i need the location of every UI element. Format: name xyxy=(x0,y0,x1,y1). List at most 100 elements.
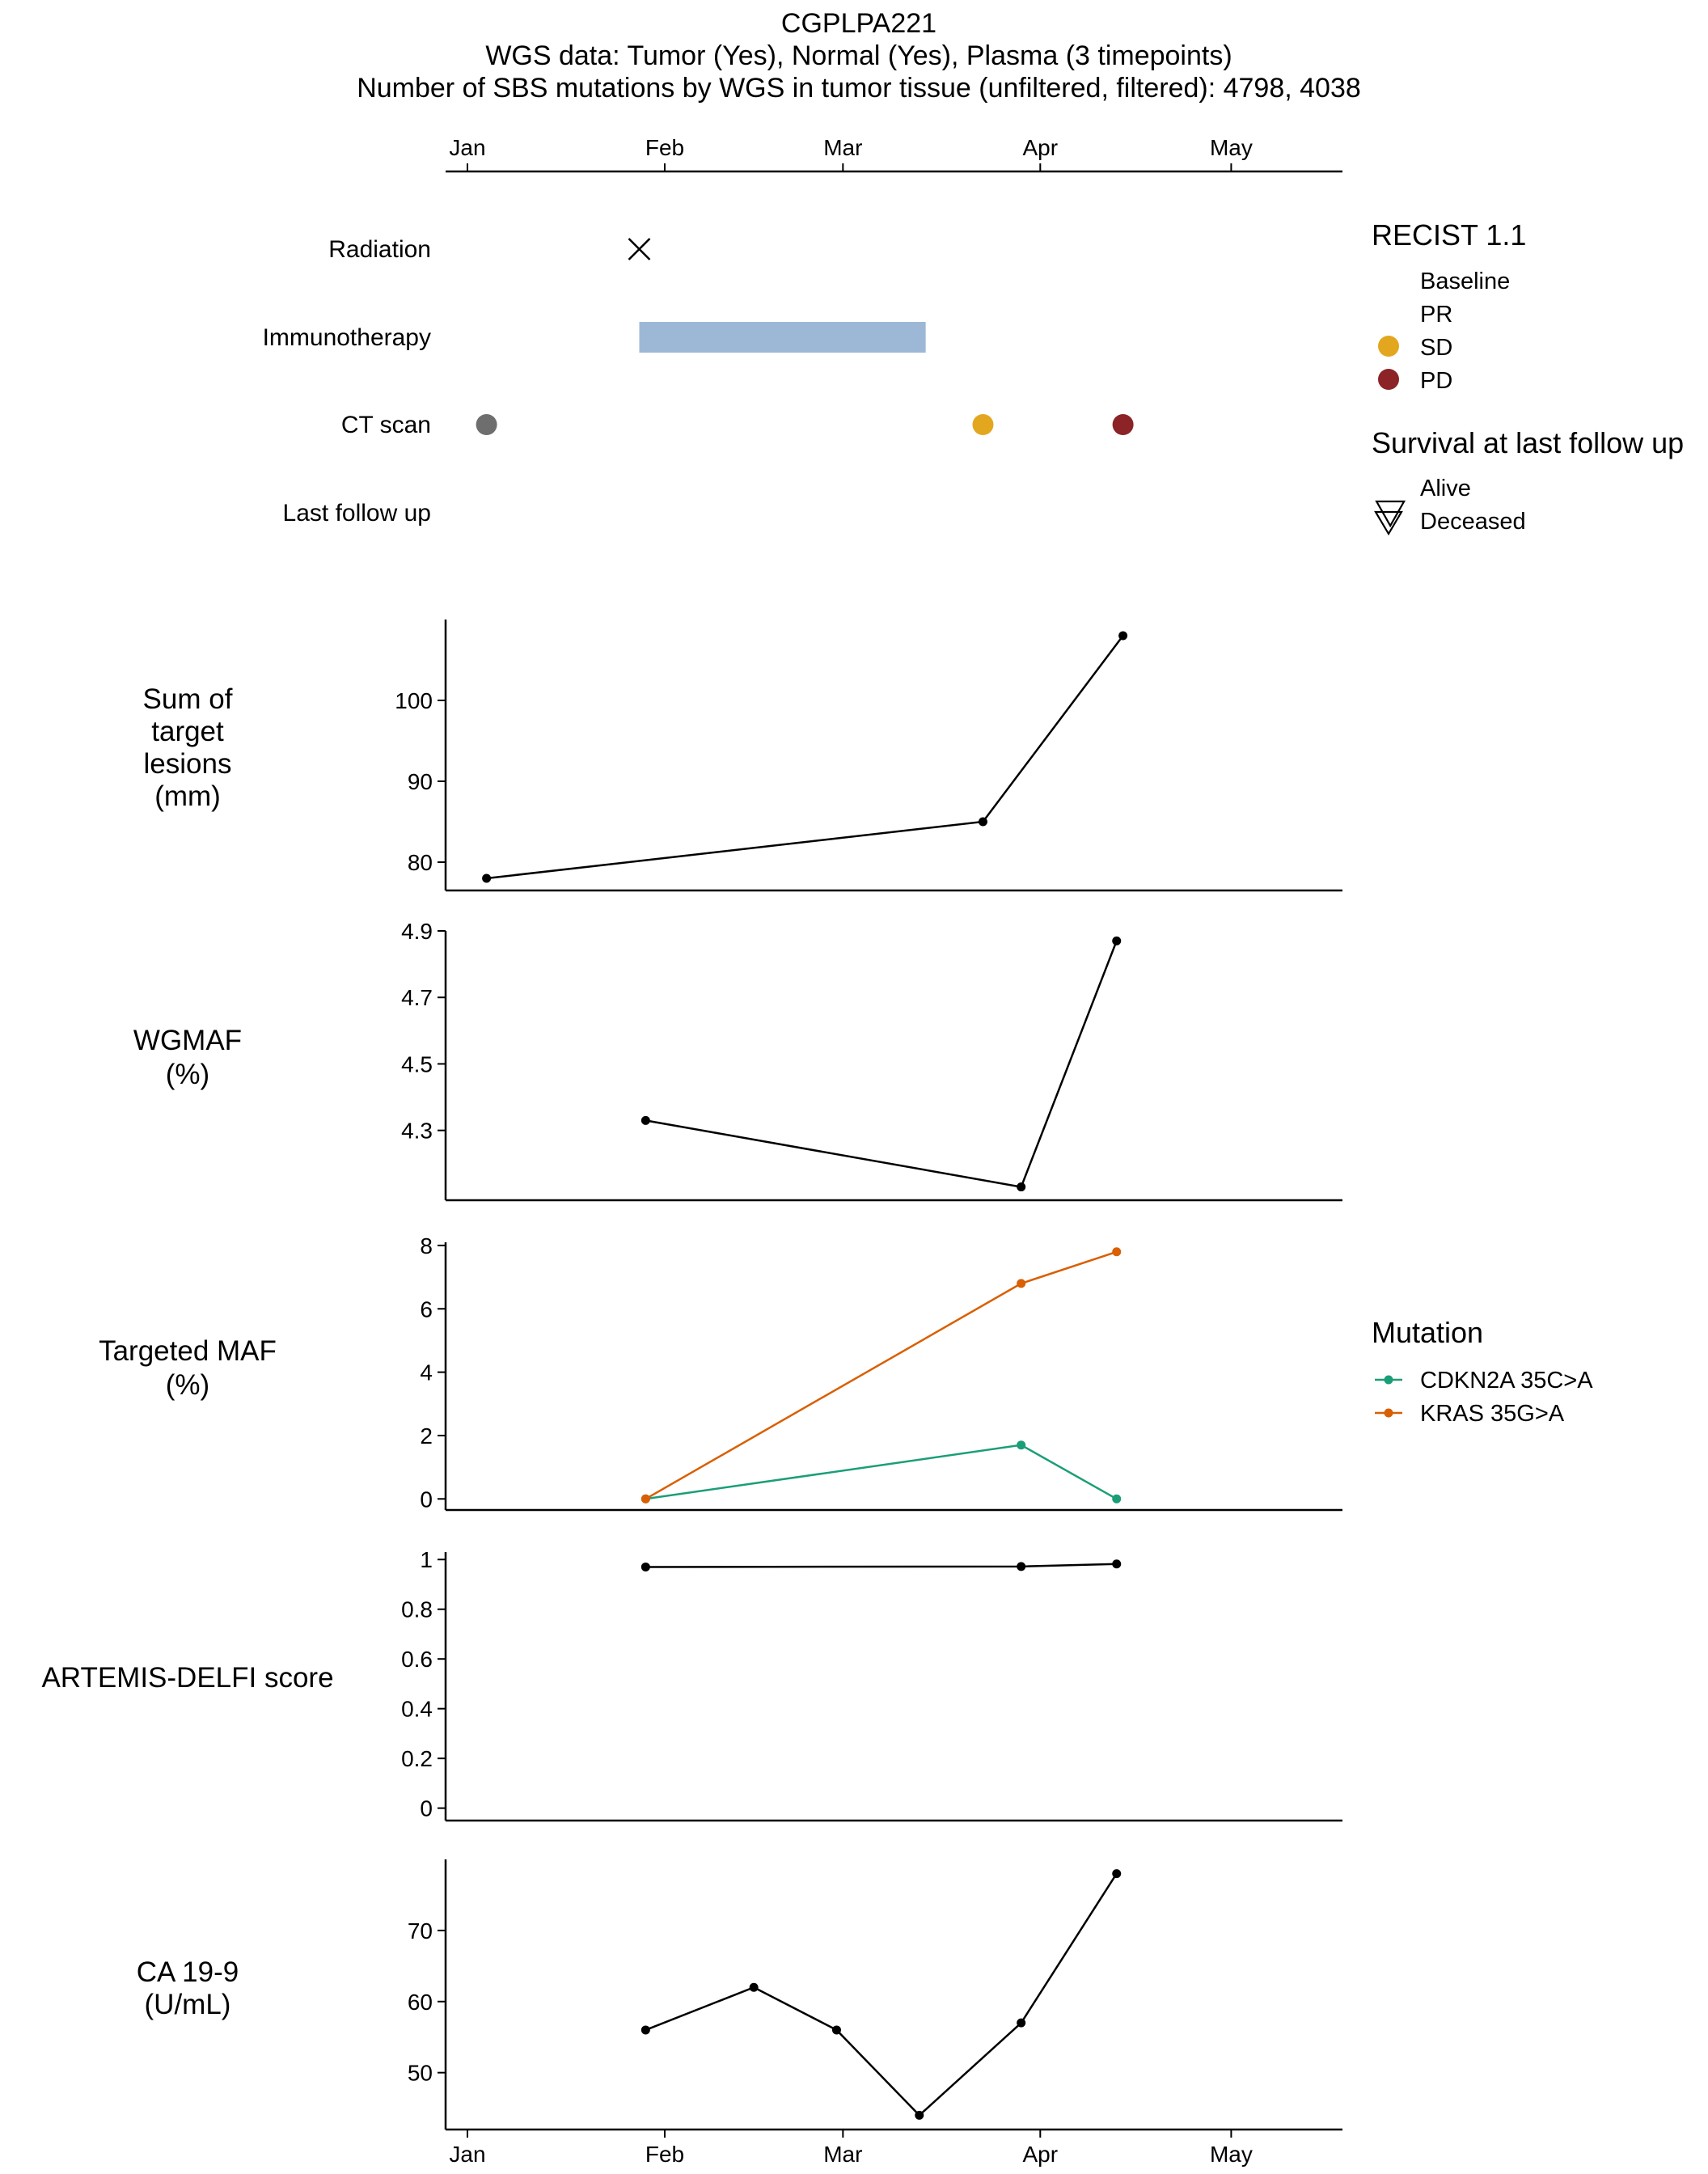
panel-1-y-axis-label-line-1: Sum of xyxy=(143,683,233,715)
panel-5-series-1-point-1 xyxy=(640,2025,650,2035)
panel-1-y-axis-label-line-4: (mm) xyxy=(154,780,221,812)
panel-3-y-tick-label-8: 8 xyxy=(420,1233,433,1258)
ct-scan-point-sd xyxy=(972,414,994,435)
panel-4-y-tick-label-0: 0 xyxy=(420,1796,433,1821)
panel-3-y-tick-label-0: 0 xyxy=(420,1487,433,1512)
recist-legend-key-pd xyxy=(1378,369,1399,390)
survival-legend-label-alive: Alive xyxy=(1420,476,1471,501)
ct-scan-point-pd xyxy=(1112,414,1134,435)
mutation-legend-label-cdkn2a-35c-a: CDKN2A 35C>A xyxy=(1420,1368,1593,1394)
recist-legend-label-pd: PD xyxy=(1420,368,1452,394)
panel-3-kras-35g-a-line xyxy=(645,1250,1118,1500)
bottom-x-tick-label-feb: Feb xyxy=(645,2142,684,2167)
panel-4-y-axis-label-line-1: ARTEMIS-DELFI score xyxy=(41,1662,333,1694)
figure-title-line-2: WGS data: Tumor (Yes), Normal (Yes), Pla… xyxy=(485,40,1232,71)
survival-legend: Survival at last follow up Alive Deceased xyxy=(1372,426,1684,536)
panel-3-kras-35g-a-point-3 xyxy=(1112,1247,1122,1257)
panel-5-y-tick-label-50: 50 xyxy=(408,2061,433,2086)
panel-5-series-1-point-4 xyxy=(915,2110,924,2120)
panel-5-y-tick-label-70: 70 xyxy=(408,1918,433,1943)
last-follow-up-marker xyxy=(1375,500,1406,528)
mutation-legend-title: Mutation xyxy=(1372,1316,1483,1349)
immunotherapy-bar xyxy=(639,322,926,353)
panel-4-y-tick-label-0-4: 0.4 xyxy=(401,1697,433,1722)
recist-legend-label-sd: SD xyxy=(1420,335,1452,361)
figure-title: CGPLPA221 WGS data: Tumor (Yes), Normal … xyxy=(357,8,1361,104)
panel-3-kras-35g-a-point-2 xyxy=(1017,1279,1026,1288)
mutation-legend-key-point-cdkn2a-35c-a xyxy=(1384,1375,1393,1385)
bottom-x-tick-label-may: May xyxy=(1210,2142,1253,2167)
panel-3-cdkn2a-35c-a-point-3 xyxy=(1112,1494,1122,1504)
panel-2-series-1-line xyxy=(645,940,1118,1188)
mutation-legend: Mutation CDKN2A 35C>A KRAS 35G>A xyxy=(1372,1316,1593,1427)
panel-5-y-axis-label-line-1: CA 19-9 xyxy=(137,1956,239,1988)
timeline-top-tick-label-mar: Mar xyxy=(823,135,862,160)
panel-5-series-1-point-5 xyxy=(1017,2018,1026,2028)
panel-1-y-tick-label-100: 100 xyxy=(395,688,433,713)
panel-4-series-1-point-3 xyxy=(1112,1559,1122,1569)
panel-5-y-tick-label-60: 60 xyxy=(408,1990,433,2015)
panel-1-y-axis-label-line-3: lesions xyxy=(144,748,232,780)
panel-2-y-tick-label-4-5: 4.5 xyxy=(401,1051,433,1076)
panel-5-series-1-line xyxy=(645,1872,1118,2117)
panel-5-series-1-point-2 xyxy=(749,1982,759,1992)
panel-3-cdkn2a-35c-a-line xyxy=(645,1444,1118,1500)
panel-4-series-1-point-2 xyxy=(1017,1562,1026,1571)
figure-title-line-1: CGPLPA221 xyxy=(781,8,936,39)
panel-4-y-tick-label-0-6: 0.6 xyxy=(401,1647,433,1672)
timeline-row-label-immunotherapy: Immunotherapy xyxy=(263,324,431,351)
panel-5-y-axis-label-line-2: (U/mL) xyxy=(145,1989,231,2020)
timeline-row-label-radiation: Radiation xyxy=(328,236,431,263)
timeline-top-tick-label-may: May xyxy=(1210,135,1253,160)
recist-legend-title: RECIST 1.1 xyxy=(1372,218,1526,252)
panel-4: 0 0.2 0.4 0.6 0.8 1 ARTEMIS-DELFI score xyxy=(41,1547,1342,1822)
bottom-x-tick-label-apr: Apr xyxy=(1023,2142,1059,2167)
panel-3-y-axis-label-line-2: (%) xyxy=(166,1369,209,1401)
panel-2-series-1-point-3 xyxy=(1112,936,1122,945)
panel-1-y-tick-label-90: 90 xyxy=(408,769,433,794)
figure-title-line-3: Number of SBS mutations by WGS in tumor … xyxy=(357,73,1361,104)
recist-legend-key-sd xyxy=(1378,336,1399,357)
panel-5-series-1-point-6 xyxy=(1112,1869,1122,1879)
mutation-legend-label-kras-35g-a: KRAS 35G>A xyxy=(1420,1401,1565,1427)
radiation-x-marker xyxy=(628,238,651,260)
panel-5-series-1-point-3 xyxy=(831,2025,841,2035)
mutation-legend-key-point-kras-35g-a xyxy=(1384,1408,1393,1418)
timeline-top-tick-label-feb: Feb xyxy=(645,135,684,160)
survival-legend-key-deceased xyxy=(1374,510,1403,536)
recist-legend-label-baseline: Baseline xyxy=(1420,269,1510,294)
panel-5: 50 60 70 CA 19-9(U/mL) Jan Feb Mar Apr May xyxy=(137,1859,1342,2167)
legends: RECIST 1.1 Baseline PR SD PD Survival at last… xyxy=(1372,218,1684,1427)
radiation-x-stroke-2 xyxy=(628,238,651,260)
survival-legend-title: Survival at last follow up xyxy=(1372,426,1684,459)
timeline-top-tick-label-apr: Apr xyxy=(1023,135,1059,160)
recist-legend: RECIST 1.1 Baseline PR SD PD xyxy=(1372,218,1526,394)
panel-1-series-1-point-1 xyxy=(482,873,492,883)
panel-2-y-axis-label-line-1: WGMAF xyxy=(133,1025,242,1056)
panel-4-y-tick-label-1: 1 xyxy=(420,1547,433,1572)
bottom-x-tick-label-mar: Mar xyxy=(823,2142,862,2167)
panel-2: 4.3 4.5 4.7 4.9 WGMAF(%) xyxy=(133,919,1342,1202)
timeline-row-label-last-follow-up: Last follow up xyxy=(283,500,431,527)
panel-3-kras-35g-a-point-1 xyxy=(640,1494,650,1504)
survival-legend-label-deceased: Deceased xyxy=(1420,509,1526,535)
panel-3-y-tick-label-6: 6 xyxy=(420,1296,433,1322)
panel-1-y-axis-label-line-2: target xyxy=(151,716,224,747)
bottom-x-tick-label-jan: Jan xyxy=(449,2142,485,2167)
panel-3-y-tick-label-4: 4 xyxy=(420,1360,433,1385)
treatment-timeline: Jan Feb Mar Apr May Radiation Immunotherapy CT … xyxy=(263,135,1406,528)
timeline-row-label-ct-scan: CT scan xyxy=(341,412,431,438)
timeline-top-tick-label-jan: Jan xyxy=(449,135,485,160)
panel-4-y-tick-label-0-2: 0.2 xyxy=(401,1746,433,1771)
panel-2-series-1-point-2 xyxy=(1017,1182,1026,1192)
panel-2-y-tick-label-4-9: 4.9 xyxy=(401,919,433,944)
panel-1-series-1-point-3 xyxy=(1118,631,1128,641)
ct-scan-point-baseline xyxy=(476,414,497,435)
panel-3-y-tick-label-2: 2 xyxy=(420,1423,433,1449)
panel-4-y-tick-label-0-8: 0.8 xyxy=(401,1597,433,1622)
recist-legend-label-pr: PR xyxy=(1420,302,1452,328)
panel-2-y-tick-label-4-7: 4.7 xyxy=(401,985,433,1010)
panel-2-y-axis-label-line-2: (%) xyxy=(166,1059,209,1090)
